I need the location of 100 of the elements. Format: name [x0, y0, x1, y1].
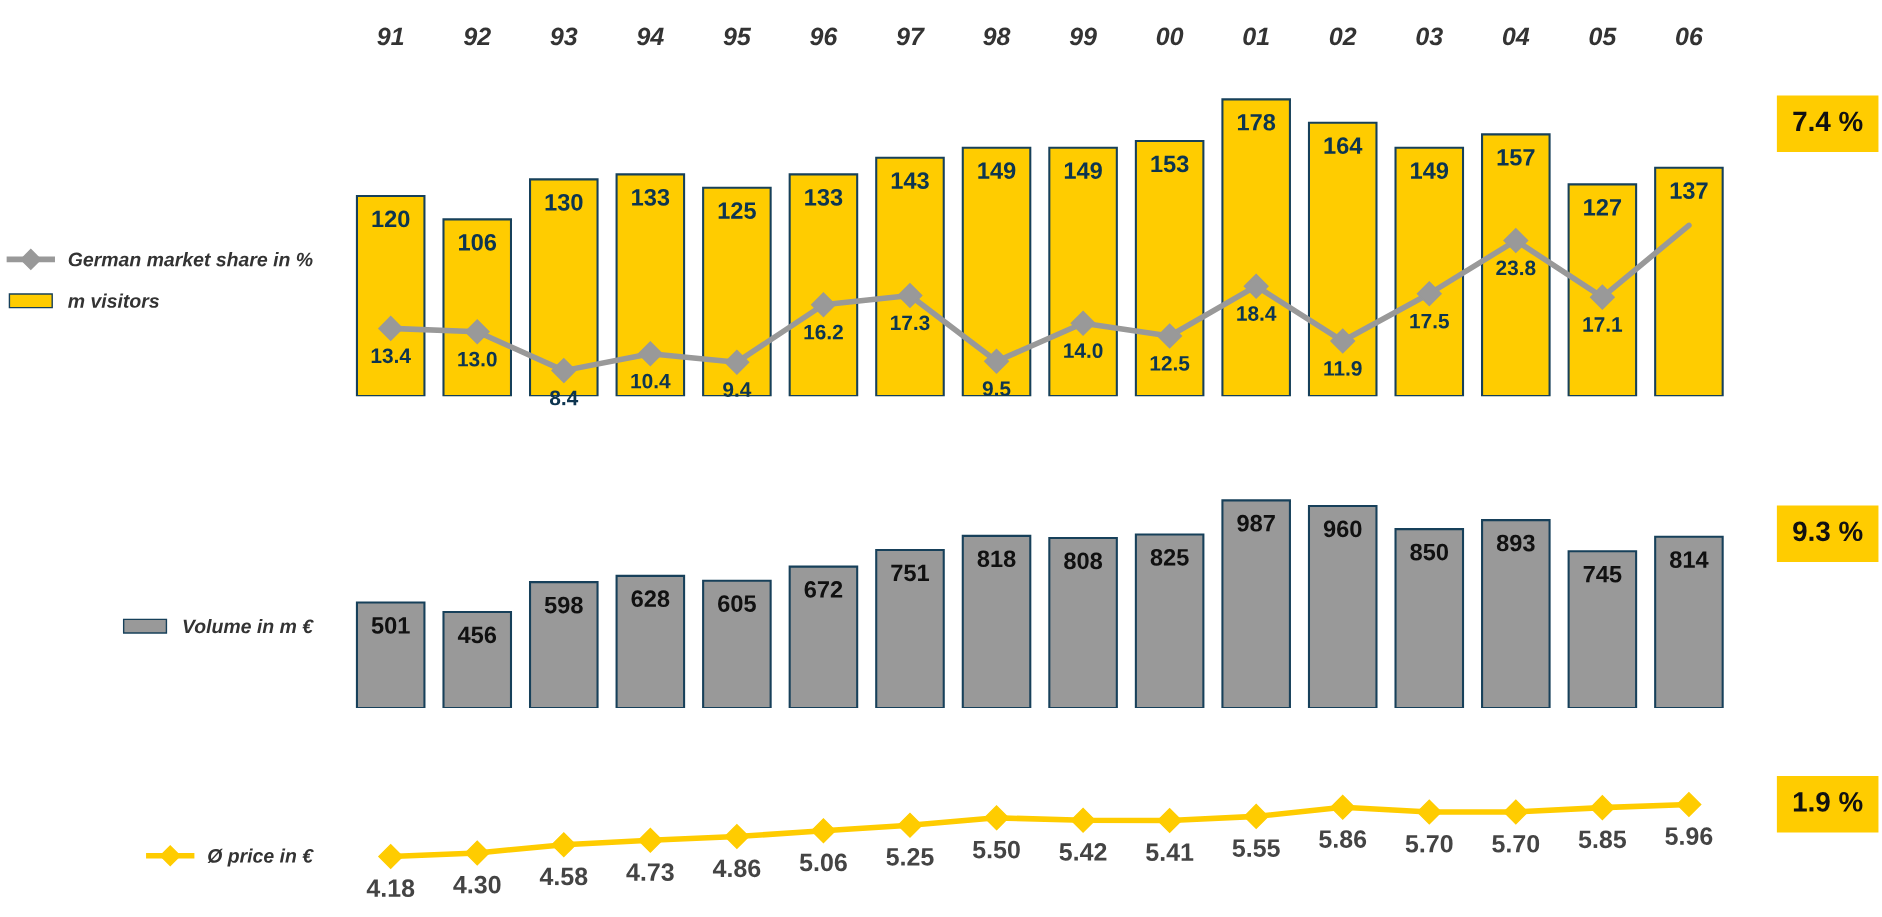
data-label: 850 — [1410, 543, 1449, 561]
x-tick-label: 93 — [550, 27, 578, 46]
x-tick-label: 04 — [1502, 27, 1530, 46]
point — [897, 282, 923, 308]
point — [1330, 794, 1356, 820]
point — [1070, 807, 1096, 833]
data-label: 5.55 — [1232, 839, 1280, 857]
data-label: 13.4 — [371, 348, 411, 364]
data-label: 4.30 — [453, 875, 501, 894]
point — [810, 292, 836, 318]
bar — [1134, 533, 1205, 708]
data-label: 14.0 — [1064, 343, 1103, 359]
point — [984, 805, 1010, 831]
point — [378, 843, 404, 869]
x-tick-label: 96 — [810, 27, 838, 46]
point — [810, 818, 836, 844]
bar — [788, 173, 859, 397]
point — [1676, 791, 1702, 817]
data-label: 4.58 — [539, 867, 588, 886]
point — [897, 812, 923, 838]
point — [1416, 281, 1442, 307]
bar — [1048, 536, 1118, 708]
x-tick-label: 05 — [1589, 27, 1617, 46]
bar — [1654, 535, 1724, 708]
data-label: 4.18 — [366, 879, 415, 897]
bar — [355, 195, 426, 397]
point — [1503, 799, 1529, 825]
legend-label: Volume in m € — [183, 618, 314, 634]
bar — [1221, 98, 1291, 397]
x-tick-label: 98 — [983, 27, 1011, 46]
data-label: 4.73 — [626, 863, 674, 881]
data-label: 5.86 — [1319, 830, 1367, 848]
point — [1589, 284, 1615, 310]
data-label: 5.85 — [1578, 830, 1627, 849]
x-tick-label: 06 — [1676, 27, 1703, 46]
bar — [1134, 140, 1205, 397]
data-label: 133 — [805, 188, 843, 206]
data-label: 818 — [977, 550, 1016, 568]
point — [1157, 323, 1183, 349]
data-label: 17.5 — [1410, 313, 1449, 329]
point — [1503, 228, 1529, 254]
data-label: 598 — [544, 596, 583, 614]
data-label: 149 — [1064, 162, 1102, 179]
bar — [1654, 166, 1724, 397]
data-label: 164 — [1324, 137, 1363, 154]
point — [1330, 328, 1356, 354]
x-tick-label: 92 — [463, 27, 491, 46]
data-label: 605 — [718, 595, 756, 612]
point — [1416, 799, 1442, 825]
point — [551, 358, 577, 384]
bar — [1481, 519, 1551, 708]
point — [551, 832, 577, 858]
data-label: 5.96 — [1665, 827, 1713, 845]
data-label: 17.1 — [1583, 317, 1623, 332]
x-tick-label: 97 — [896, 27, 925, 46]
data-label: 178 — [1237, 113, 1276, 131]
point — [1157, 807, 1183, 833]
point — [1070, 310, 1096, 336]
bar — [442, 218, 513, 397]
data-label: 120 — [372, 210, 410, 228]
bar — [442, 610, 513, 708]
data-label: 5.42 — [1059, 843, 1107, 861]
data-label: 825 — [1150, 548, 1189, 566]
point — [378, 315, 404, 341]
point — [724, 824, 750, 850]
bar — [615, 173, 686, 397]
bar — [702, 579, 772, 708]
data-label: 149 — [1411, 162, 1449, 179]
bar — [1394, 146, 1465, 397]
point — [724, 349, 750, 375]
bar — [1481, 133, 1551, 397]
text: 9.3 % — [1793, 521, 1863, 542]
x-tick-label: 95 — [723, 27, 752, 46]
data-label: 5.50 — [972, 840, 1020, 859]
text: 1.9 % — [1793, 792, 1863, 812]
data-label: 11.9 — [1324, 361, 1362, 376]
x-tick-label: 00 — [1156, 27, 1184, 46]
data-label: 9.4 — [723, 382, 752, 397]
data-label: 106 — [459, 233, 497, 251]
bar — [528, 581, 599, 708]
x-tick-label: 94 — [637, 27, 664, 46]
text: 7.4 % — [1793, 111, 1863, 132]
point — [637, 341, 663, 367]
data-label: 456 — [457, 626, 497, 644]
data-label: 137 — [1670, 182, 1708, 199]
bar — [788, 565, 859, 708]
x-tick-label: 01 — [1243, 27, 1269, 46]
legend-label: Ø price in € — [207, 848, 314, 867]
data-label: 814 — [1669, 551, 1709, 568]
point — [1243, 803, 1269, 829]
data-label: 130 — [545, 193, 583, 211]
data-label: 893 — [1496, 534, 1535, 552]
bar — [1307, 121, 1378, 397]
data-label: 5.25 — [886, 848, 934, 866]
bar — [355, 601, 426, 708]
data-label: 157 — [1497, 149, 1535, 166]
bar — [1567, 550, 1638, 708]
point — [637, 827, 663, 853]
bar — [1048, 146, 1118, 397]
bar — [961, 534, 1032, 708]
